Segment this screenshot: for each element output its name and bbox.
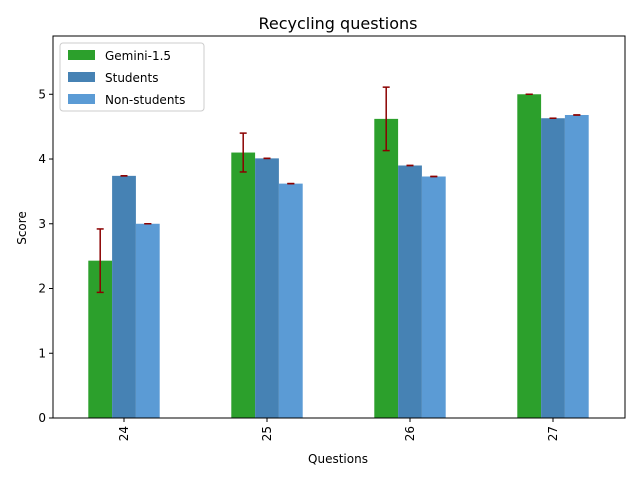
axes-group: 0 1 2 3 4 5 24 25 26 27 bbox=[38, 35, 626, 441]
bar bbox=[564, 114, 589, 418]
x-axis-label: Questions bbox=[308, 452, 368, 466]
chart-title: Recycling questions bbox=[258, 14, 417, 33]
x-tick-label: 26 bbox=[403, 426, 417, 441]
bar bbox=[112, 175, 136, 418]
error-bars-group bbox=[96, 86, 581, 294]
x-tick-label: 27 bbox=[546, 426, 560, 441]
bar bbox=[255, 158, 279, 418]
x-tick-label: 25 bbox=[260, 426, 274, 441]
legend-label: Students bbox=[105, 71, 159, 85]
bars-group bbox=[88, 94, 589, 419]
y-axis-label: Score bbox=[15, 211, 29, 245]
y-tick-label: 1 bbox=[38, 346, 46, 360]
bar bbox=[421, 176, 446, 418]
y-tick-label: 4 bbox=[38, 152, 46, 166]
x-tick-label: 24 bbox=[117, 426, 131, 441]
legend: Gemini-1.5 Students Non-students bbox=[59, 42, 205, 112]
y-tick-label: 3 bbox=[38, 217, 46, 231]
bar bbox=[278, 183, 303, 418]
bar bbox=[541, 118, 565, 419]
legend-swatch bbox=[68, 72, 95, 82]
legend-label: Gemini-1.5 bbox=[105, 49, 171, 63]
bar bbox=[231, 152, 256, 419]
bar bbox=[135, 223, 160, 418]
legend-box bbox=[59, 42, 205, 112]
y-tick-label: 0 bbox=[38, 411, 46, 425]
legend-swatch bbox=[68, 94, 95, 104]
legend-swatch bbox=[68, 50, 95, 60]
bar bbox=[374, 118, 399, 418]
plot-frame bbox=[52, 35, 626, 419]
legend-label: Non-students bbox=[105, 93, 185, 107]
y-tick-label: 2 bbox=[38, 282, 46, 296]
bar bbox=[517, 94, 542, 419]
bar bbox=[88, 260, 113, 418]
y-tick-label: 5 bbox=[38, 87, 46, 101]
bar bbox=[398, 165, 422, 418]
